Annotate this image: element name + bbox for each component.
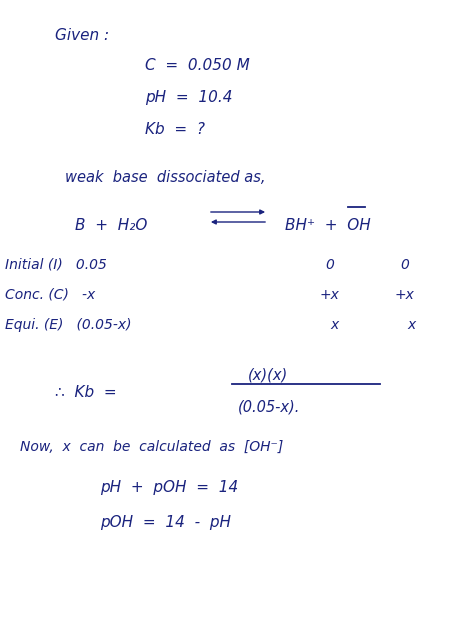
- Text: (0.05-x).: (0.05-x).: [238, 400, 301, 415]
- Text: Conc. (C)   -x: Conc. (C) -x: [5, 288, 95, 302]
- Text: 0: 0: [400, 258, 409, 272]
- Text: BH⁺  +  OH: BH⁺ + OH: [285, 218, 371, 233]
- Text: Kb  =  ?: Kb = ?: [145, 122, 205, 137]
- Text: pH  +  pOH  =  14: pH + pOH = 14: [100, 480, 238, 495]
- Text: Equi. (E)   (0.05-x): Equi. (E) (0.05-x): [5, 318, 131, 332]
- Text: x: x: [407, 318, 415, 332]
- Text: pOH  =  14  -  pH: pOH = 14 - pH: [100, 515, 231, 530]
- Text: Now,  x  can  be  calculated  as  [OH⁻]: Now, x can be calculated as [OH⁻]: [20, 440, 283, 454]
- Text: +x: +x: [395, 288, 415, 302]
- Text: pH  =  10.4: pH = 10.4: [145, 90, 233, 105]
- Text: ∴  Kb  =: ∴ Kb =: [55, 385, 117, 400]
- Text: Given :: Given :: [55, 28, 109, 43]
- Text: B  +  H₂O: B + H₂O: [75, 218, 147, 233]
- Text: x: x: [330, 318, 338, 332]
- Text: +x: +x: [320, 288, 340, 302]
- Text: C  =  0.050 M: C = 0.050 M: [145, 58, 250, 73]
- Text: (x)(x): (x)(x): [248, 368, 288, 383]
- Text: Initial (I)   0.05: Initial (I) 0.05: [5, 258, 107, 272]
- Text: 0: 0: [325, 258, 334, 272]
- Text: weak  base  dissociated as,: weak base dissociated as,: [65, 170, 265, 185]
